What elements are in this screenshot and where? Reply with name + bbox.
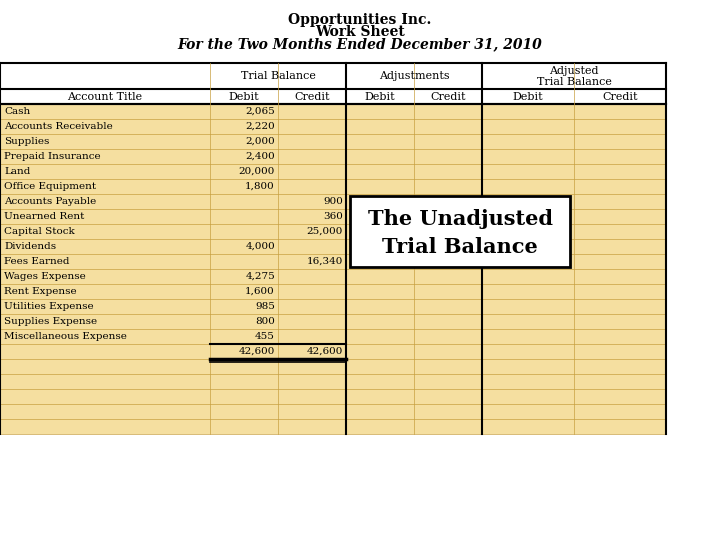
Text: Land: Land: [4, 167, 30, 176]
Text: Utilities Expense: Utilities Expense: [4, 302, 94, 311]
Bar: [0, 209, 666, 224]
Text: Credit: Credit: [294, 91, 330, 102]
Text: Debit: Debit: [513, 91, 544, 102]
Bar: [0, 104, 666, 119]
Text: 2,220: 2,220: [246, 122, 275, 131]
Bar: [0, 374, 666, 389]
Text: Trial Balance: Trial Balance: [240, 71, 315, 81]
Text: 16,340: 16,340: [307, 257, 343, 266]
Bar: [0, 419, 666, 434]
Text: 4,000: 4,000: [246, 242, 275, 251]
Bar: [0, 344, 666, 359]
Bar: [0, 134, 666, 149]
Text: Dividends: Dividends: [4, 242, 56, 251]
Text: 42,600: 42,600: [238, 347, 275, 356]
Text: Prepaid Insurance: Prepaid Insurance: [4, 152, 101, 161]
Text: Work Sheet: Work Sheet: [315, 25, 405, 39]
Text: Debit: Debit: [229, 91, 259, 102]
Text: Cash: Cash: [4, 107, 30, 116]
Bar: [0, 149, 666, 164]
Text: Opportunities Inc.: Opportunities Inc.: [288, 13, 432, 27]
Text: 1,600: 1,600: [246, 287, 275, 296]
Bar: [0, 314, 666, 329]
Bar: [0, 224, 666, 239]
Bar: [0, 329, 666, 344]
Text: Debit: Debit: [365, 91, 395, 102]
Text: Miscellaneous Expense: Miscellaneous Expense: [4, 332, 127, 341]
Text: Office Equipment: Office Equipment: [4, 182, 96, 191]
Bar: [0, 284, 666, 299]
Bar: [0, 119, 666, 134]
Bar: [0, 359, 666, 374]
Text: The Unadjusted: The Unadjusted: [367, 209, 552, 229]
Bar: [0, 269, 666, 284]
Bar: [0, 63, 666, 89]
Text: 360: 360: [323, 212, 343, 221]
Bar: [0, 89, 666, 104]
Text: Unearned Rent: Unearned Rent: [4, 212, 84, 221]
Text: Account Title: Account Title: [68, 91, 143, 102]
Text: Rent Expense: Rent Expense: [4, 287, 76, 296]
Bar: [350, 196, 570, 267]
Text: Trial Balance: Trial Balance: [536, 77, 611, 87]
Bar: [0, 239, 666, 254]
Bar: [0, 299, 666, 314]
Text: 985: 985: [255, 302, 275, 311]
Bar: [0, 389, 666, 404]
Text: 2,000: 2,000: [246, 137, 275, 146]
Text: 2,065: 2,065: [246, 107, 275, 116]
Bar: [0, 164, 666, 179]
Text: 4,275: 4,275: [246, 272, 275, 281]
Text: 20,000: 20,000: [238, 167, 275, 176]
Text: 455: 455: [255, 332, 275, 341]
Text: Credit: Credit: [431, 91, 466, 102]
Text: Accounts Receivable: Accounts Receivable: [4, 122, 113, 131]
Text: Adjusted: Adjusted: [549, 66, 599, 76]
Text: Trial Balance: Trial Balance: [382, 237, 538, 257]
Bar: [0, 254, 666, 269]
Bar: [0, 179, 666, 194]
Text: 25,000: 25,000: [307, 227, 343, 236]
Text: 2,400: 2,400: [246, 152, 275, 161]
Text: 800: 800: [255, 317, 275, 326]
Bar: [0, 404, 666, 419]
Text: Adjustments: Adjustments: [379, 71, 449, 81]
Text: 1,800: 1,800: [246, 182, 275, 191]
Text: 900: 900: [323, 197, 343, 206]
Text: For the Two Months Ended December 31, 2010: For the Two Months Ended December 31, 20…: [178, 37, 542, 51]
Text: Wages Expense: Wages Expense: [4, 272, 86, 281]
Text: Fees Earned: Fees Earned: [4, 257, 70, 266]
Bar: [0, 194, 666, 209]
Text: 42,600: 42,600: [307, 347, 343, 356]
Text: Credit: Credit: [602, 91, 638, 102]
Text: Supplies Expense: Supplies Expense: [4, 317, 97, 326]
Text: Accounts Payable: Accounts Payable: [4, 197, 96, 206]
Text: Supplies: Supplies: [4, 137, 50, 146]
Text: Capital Stock: Capital Stock: [4, 227, 75, 236]
